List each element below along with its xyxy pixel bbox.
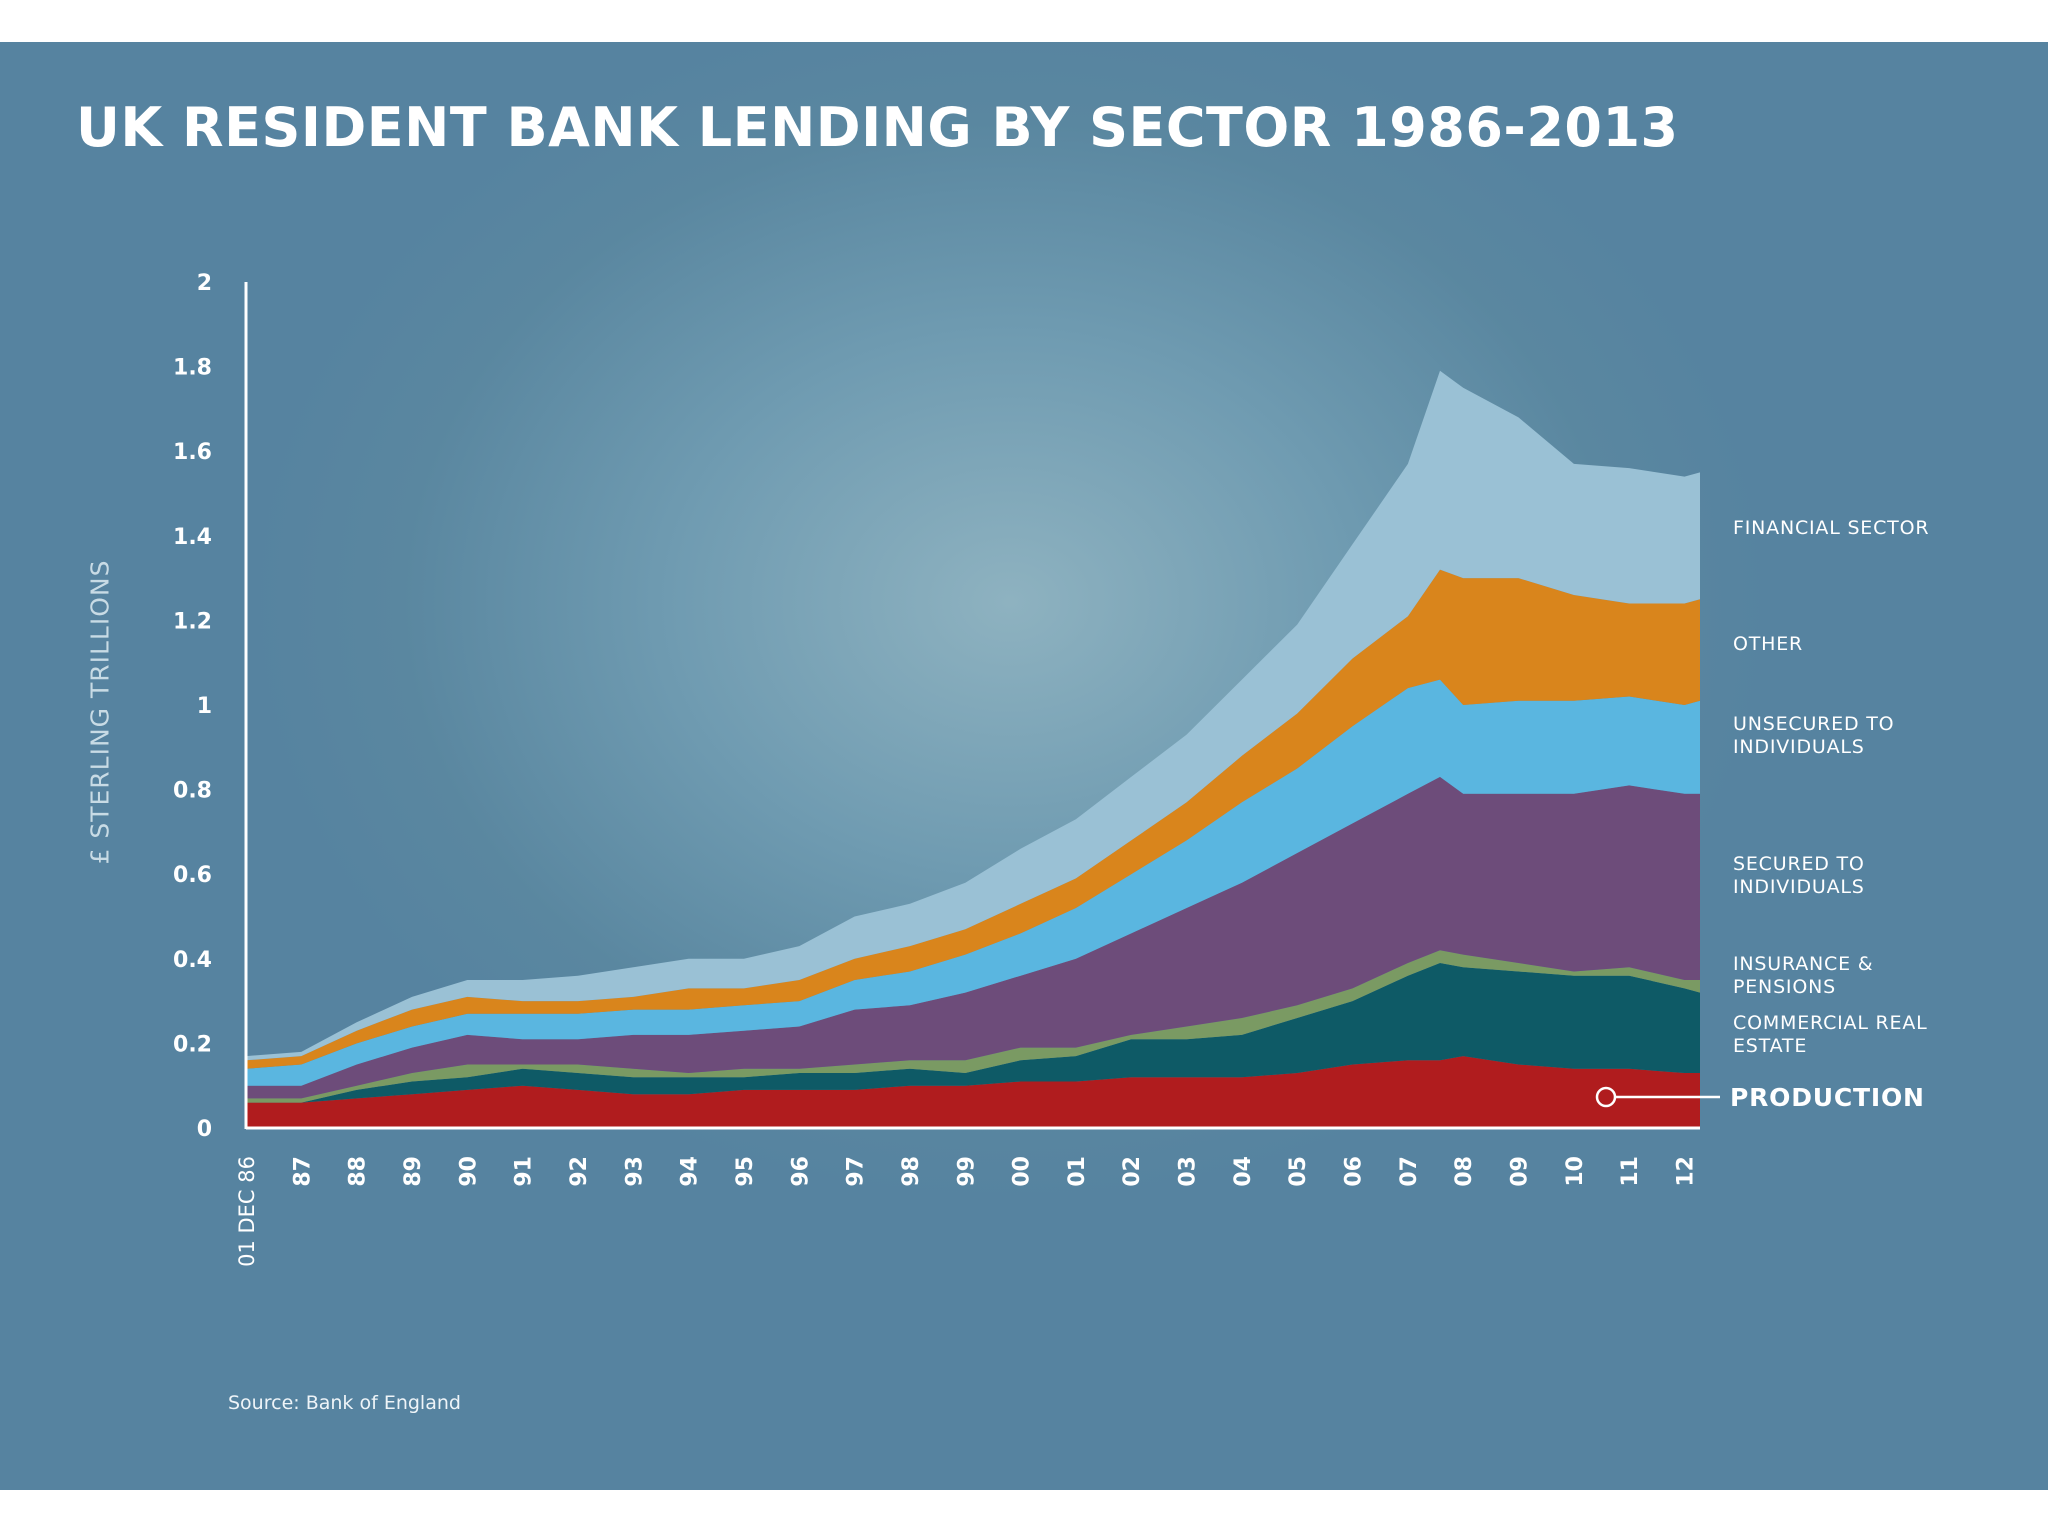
x-tick-label: 00 <box>1010 1156 1035 1187</box>
x-tick-label: 05 <box>1286 1156 1311 1187</box>
x-tick-label: 91 <box>512 1156 537 1187</box>
y-tick-label: 0 <box>197 1117 212 1142</box>
series-label-insurance-and-pensions: INSURANCE & PENSIONS <box>1733 953 1873 998</box>
area-layer <box>246 370 1700 1128</box>
source-note: Source: Bank of England <box>228 1392 461 1414</box>
area-production <box>246 1056 1700 1128</box>
x-tick-label: 10 <box>1563 1156 1588 1187</box>
x-tick-label: 96 <box>788 1156 813 1187</box>
y-tick-label: 1.2 <box>173 609 212 634</box>
y-tick-label: 1.8 <box>173 356 212 381</box>
y-tick-labels: 0 0.2 0.4 0.6 0.8 1 1.2 1.4 1.6 1.8 2 <box>173 271 212 1142</box>
series-label-unsecured-to-individuals: UNSECURED TO INDIVIDUALS <box>1733 713 1894 758</box>
series-label-other: OTHER <box>1733 633 1803 655</box>
y-tick-label: 0.2 <box>173 1032 212 1057</box>
x-tick-label: 97 <box>844 1156 869 1187</box>
x-tick-label: 07 <box>1397 1156 1422 1187</box>
series-label-commercial-real-estate: COMMERCIAL REAL ESTATE <box>1733 1012 1928 1057</box>
series-label-secured-to-individuals: SECURED TO INDIVIDUALS <box>1733 853 1865 898</box>
x-tick-label: 93 <box>622 1156 647 1187</box>
x-tick-label: 89 <box>401 1156 426 1187</box>
series-label-production: PRODUCTION <box>1730 1083 1925 1112</box>
area-other <box>246 569 1700 1069</box>
x-tick-label: 06 <box>1342 1156 1367 1187</box>
series-label-financial-sector: FINANCIAL SECTOR <box>1733 517 1929 539</box>
x-tick-label: 02 <box>1120 1156 1145 1187</box>
x-tick-label: 09 <box>1508 1156 1533 1187</box>
x-tick-label: 88 <box>346 1156 371 1187</box>
y-tick-label: 0.4 <box>173 948 212 973</box>
series-labels: PRODUCTION COMMERCIAL REAL ESTATE INSURANCE… <box>1595 517 1929 1112</box>
y-tick-label: 1.6 <box>173 440 212 465</box>
area-unsecured-to-individuals <box>246 679 1700 1086</box>
x-tick-label: 98 <box>899 1156 924 1187</box>
y-tick-label: 0.8 <box>173 779 212 804</box>
x-tick-label: 03 <box>1176 1156 1201 1187</box>
chart-panel <box>0 42 2048 1490</box>
y-tick-label: 1 <box>197 694 212 719</box>
x-tick-label: 90 <box>456 1156 481 1187</box>
axes-layer <box>244 282 1700 1130</box>
x-tick-label: 11 <box>1618 1156 1643 1187</box>
x-tick-label: 04 <box>1231 1156 1256 1187</box>
x-tick-label: 12 <box>1674 1156 1699 1187</box>
page-title: UK RESIDENT BANK LENDING BY SECTOR 1986-… <box>76 96 1679 159</box>
x-tick-label: 87 <box>290 1156 315 1187</box>
y-tick-label: 1.4 <box>173 525 212 550</box>
area-commercial-real-estate <box>246 963 1700 1103</box>
x-tick-label: 94 <box>678 1156 703 1187</box>
x-tick-label: 95 <box>733 1156 758 1187</box>
y-tick-label: 2 <box>197 271 212 296</box>
x-tick-label: 08 <box>1452 1156 1477 1187</box>
x-tick-label: 01 DEC 86 <box>235 1156 259 1267</box>
x-tick-label: 01 <box>1065 1156 1090 1187</box>
x-tick-label: 99 <box>954 1156 979 1187</box>
area-secured-to-individuals <box>246 776 1700 1099</box>
area-financial-sector <box>246 370 1700 1061</box>
x-tick-label: 92 <box>567 1156 592 1187</box>
x-tick-labels: 01 DEC 86 87 88 89 90 91 92 93 94 95 96 97 98 99 00 01 0… <box>235 1156 1699 1267</box>
y-tick-label: 0.6 <box>173 863 212 888</box>
